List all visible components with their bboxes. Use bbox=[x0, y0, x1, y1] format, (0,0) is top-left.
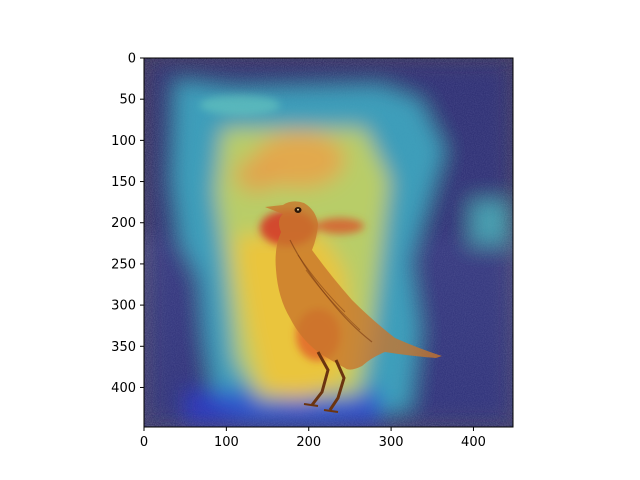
x-tick-label: 0 bbox=[140, 435, 148, 450]
y-tick-label: 300 bbox=[111, 299, 136, 314]
x-axis: 0 100 200 300 400 bbox=[140, 427, 486, 450]
y-tick-label: 50 bbox=[119, 93, 136, 108]
y-tick-label: 100 bbox=[111, 134, 136, 149]
y-axis: 0 50 100 150 200 250 300 350 400 bbox=[111, 52, 144, 396]
y-tick-label: 400 bbox=[111, 381, 136, 396]
x-tick-label: 200 bbox=[296, 435, 321, 450]
x-tick-label: 400 bbox=[461, 435, 486, 450]
y-tick-label: 0 bbox=[128, 52, 136, 67]
heatmap-image bbox=[144, 58, 513, 427]
x-tick-label: 100 bbox=[214, 435, 239, 450]
y-tick-label: 250 bbox=[111, 257, 136, 272]
bird-image bbox=[265, 201, 442, 413]
y-tick-label: 200 bbox=[111, 216, 136, 231]
y-tick-label: 150 bbox=[111, 175, 136, 190]
y-tick-label: 350 bbox=[111, 340, 136, 355]
x-tick-label: 300 bbox=[379, 435, 404, 450]
axes-frame bbox=[143, 57, 514, 428]
